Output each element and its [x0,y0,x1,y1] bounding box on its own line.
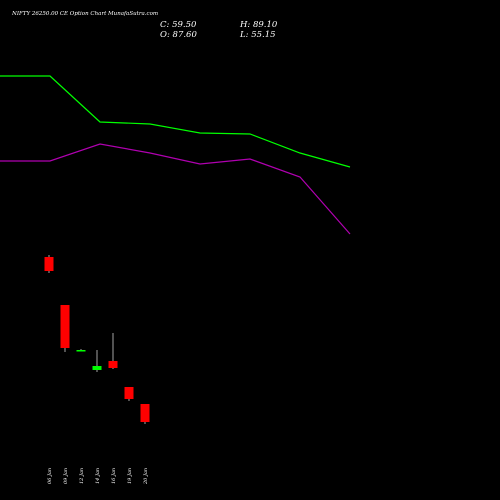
candle [124,387,134,401]
ma-line-2 [0,143,351,235]
candles-group [44,255,150,424]
high-value-label: H: 89.10 [239,20,278,30]
x-tick-label: 19 Jan [127,468,133,484]
candle-body [140,404,150,422]
x-tick-label: 09 Jan [63,468,69,484]
candle-body [76,350,86,352]
x-tick-label: 20 Jan [143,468,149,485]
x-tick-label: 12 Jan [79,468,85,484]
open-value-label: O: 87.60 [160,30,197,40]
candle [92,350,102,372]
close-value-label: C: 59.50 [160,20,197,30]
candle-body [44,257,54,271]
candle-body [108,361,118,368]
x-tick-label: 16 Jan [111,468,117,484]
x-tick-label: 06 Jan [47,468,53,484]
low-value-label: L: 55.15 [239,30,276,40]
chart-title: NIFTY 26250.00 CE Option Chart MunafaSut… [11,11,158,17]
candle [140,404,150,424]
ma-line-1 [0,75,351,168]
x-tick-label: 14 Jan [95,468,101,484]
candle-body [124,387,134,399]
candle-body [92,366,102,370]
date-tick-labels: 06 Jan 09 Jan 12 Jan 14 Jan 16 Jan 19 Jan 20 J… [47,468,149,485]
candle-body [60,305,70,348]
candle [108,333,118,369]
candle [44,255,54,273]
candle [76,349,86,352]
moving-average-lines [0,75,351,235]
candle [60,305,70,352]
